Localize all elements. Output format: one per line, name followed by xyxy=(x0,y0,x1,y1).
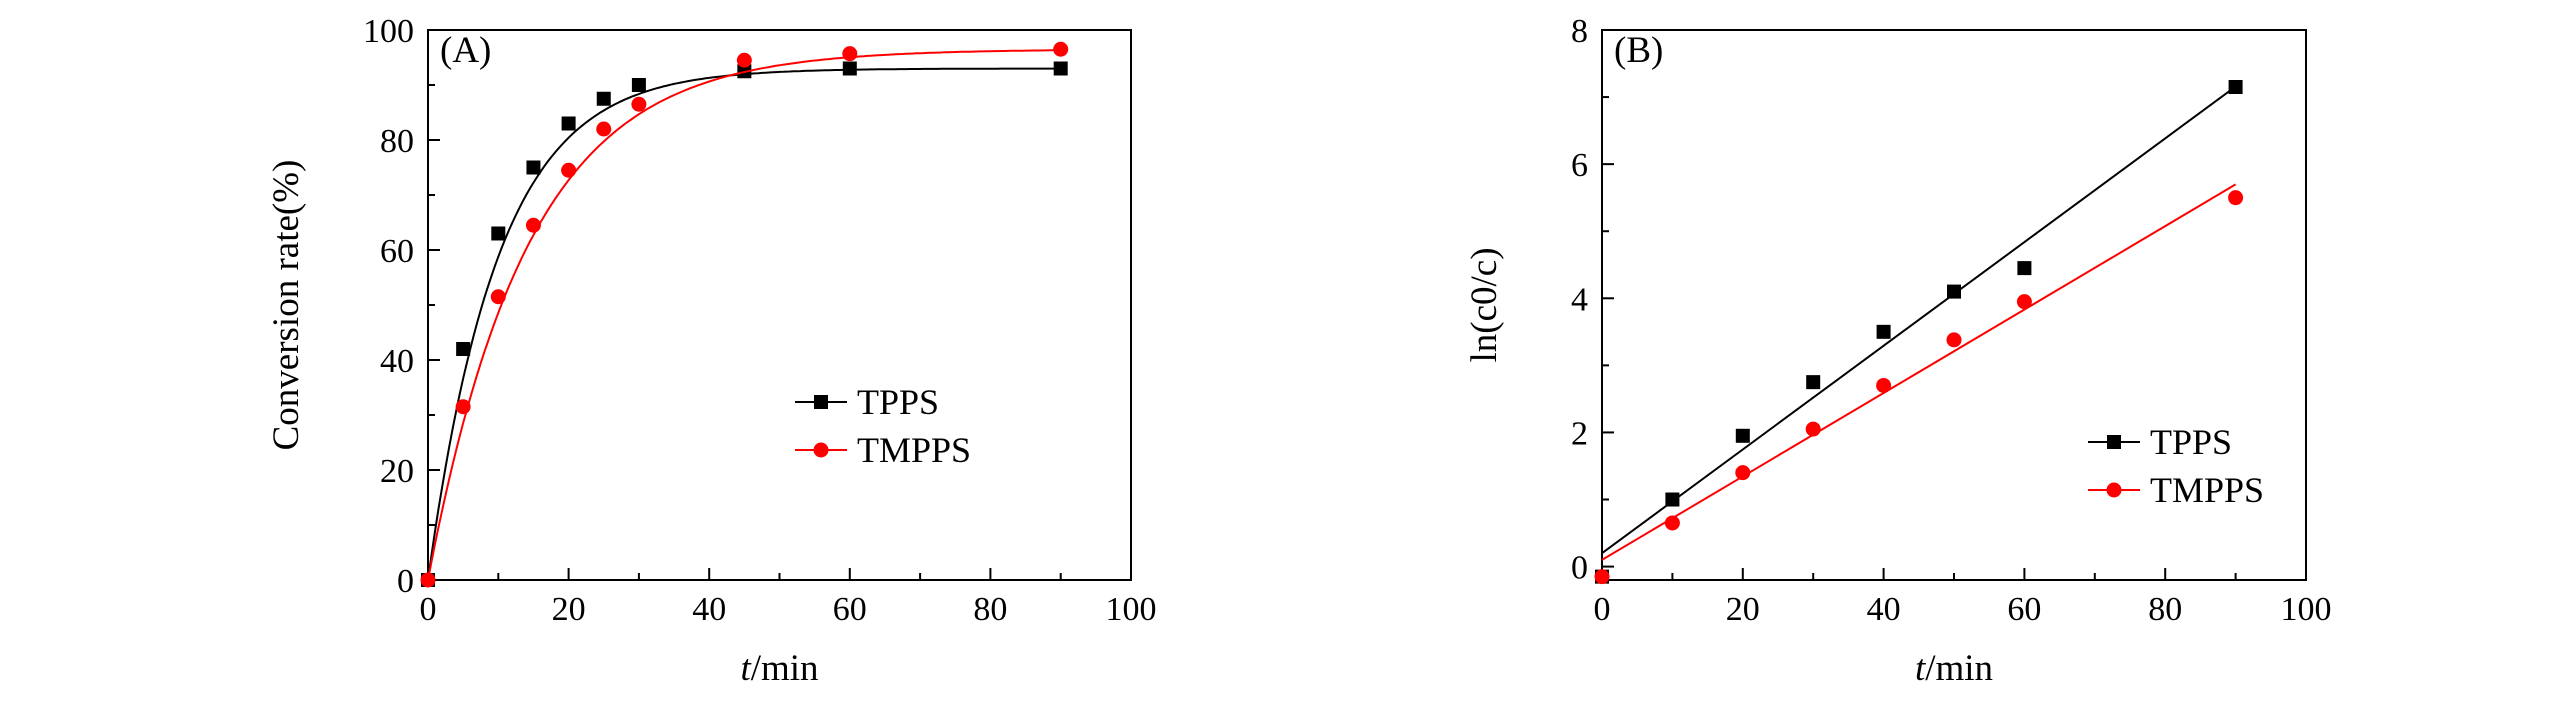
fit-line-tmpps xyxy=(427,49,1061,581)
y-tick-label: 80 xyxy=(380,123,414,160)
series-tpps: TPPS xyxy=(1595,80,2243,584)
x-axis-label-italic: t xyxy=(1915,648,1927,689)
x-axis-label-italic: t xyxy=(740,648,752,689)
y-tick-label: 2 xyxy=(1571,415,1588,452)
panel-label: (A) xyxy=(440,30,491,71)
data-point-tmpps xyxy=(2228,190,2244,206)
data-point-tpps xyxy=(456,342,471,356)
data-point-tmpps xyxy=(1805,421,1821,437)
data-point-tmpps xyxy=(1053,41,1069,57)
plot-frame xyxy=(427,29,1132,581)
data-point-tmpps xyxy=(561,162,577,178)
data-point-tmpps xyxy=(1876,377,1892,393)
y-tick-label: 100 xyxy=(363,13,414,50)
series-tmpps: TMPPS xyxy=(420,41,1069,588)
data-point-tpps xyxy=(1735,428,1750,443)
legend-marker-tmpps xyxy=(813,442,829,458)
x-axis-label: t/min xyxy=(740,648,818,689)
data-point-tpps xyxy=(842,61,857,76)
legend-label-tpps: TPPS xyxy=(857,382,939,422)
legend-marker-tpps xyxy=(2107,435,2121,449)
y-axis-label: ln(c0/c) xyxy=(1464,247,1505,362)
data-point-tpps xyxy=(631,78,646,92)
x-tick-label: 40 xyxy=(692,591,726,628)
data-point-tmpps xyxy=(420,572,436,588)
data-point-tmpps xyxy=(455,399,471,415)
x-tick-label: 60 xyxy=(833,591,867,628)
x-tick-label: 0 xyxy=(420,591,437,628)
data-point-tpps xyxy=(2017,261,2032,276)
legend-label-tmpps: TMPPS xyxy=(857,430,971,470)
legend-label-tpps: TPPS xyxy=(2150,422,2232,462)
series-tmpps: TMPPS xyxy=(1594,183,2264,585)
x-tick-label: 80 xyxy=(973,591,1007,628)
fit-line-tpps xyxy=(1601,85,2237,554)
x-tick-label: 100 xyxy=(2281,591,2332,628)
data-point-tmpps xyxy=(1946,332,1962,348)
data-point-tmpps xyxy=(596,121,612,137)
data-point-tpps xyxy=(596,91,611,106)
legend-marker-tmpps xyxy=(2106,482,2122,498)
data-point-tmpps xyxy=(490,289,506,305)
y-tick-label: 0 xyxy=(397,563,414,600)
data-point-tmpps xyxy=(842,46,858,62)
data-point-tpps xyxy=(1876,324,1891,339)
series-tpps: TPPS xyxy=(421,61,1068,587)
y-tick-label: 6 xyxy=(1571,147,1588,184)
data-point-tpps xyxy=(1947,284,1961,299)
data-point-tpps xyxy=(561,116,576,131)
x-tick-label: 40 xyxy=(1867,591,1901,628)
x-tick-label: 60 xyxy=(2007,591,2041,628)
data-point-tmpps xyxy=(1594,569,1610,585)
data-point-tpps xyxy=(2228,80,2243,95)
y-tick-label: 40 xyxy=(380,343,414,380)
y-tick-label: 0 xyxy=(1571,550,1588,587)
data-point-tpps xyxy=(1665,492,1680,507)
fit-line-tpps xyxy=(427,67,1061,581)
y-tick-label: 4 xyxy=(1571,281,1588,318)
y-axis-label: Conversion rate(%) xyxy=(266,160,307,451)
data-point-tmpps xyxy=(2016,294,2032,310)
x-tick-label: 80 xyxy=(2148,591,2182,628)
fit-line-tmpps xyxy=(1601,183,2237,561)
data-point-tpps xyxy=(1053,61,1068,76)
legend-label-tmpps: TMPPS xyxy=(2150,470,2264,510)
x-tick-label: 0 xyxy=(1594,591,1611,628)
data-point-tpps xyxy=(1806,375,1821,390)
x-axis-label-unit: /min xyxy=(1925,648,1993,689)
x-axis-label-unit: /min xyxy=(751,648,819,689)
y-tick-label: 8 xyxy=(1571,13,1588,50)
panel-label: (B) xyxy=(1614,30,1663,71)
data-point-tpps xyxy=(491,226,506,241)
data-point-tmpps xyxy=(525,217,541,233)
data-point-tpps xyxy=(526,160,541,175)
data-point-tmpps xyxy=(736,52,752,68)
y-tick-label: 20 xyxy=(380,453,414,490)
x-axis-label: t/min xyxy=(1915,648,1993,689)
x-tick-label: 20 xyxy=(1726,591,1760,628)
legend-marker-tpps xyxy=(814,395,828,409)
data-point-tmpps xyxy=(1664,515,1680,531)
x-tick-label: 20 xyxy=(552,591,586,628)
y-tick-label: 60 xyxy=(380,233,414,270)
data-point-tmpps xyxy=(631,96,647,112)
x-tick-label: 100 xyxy=(1106,591,1157,628)
chart-panel-b: 0 20 40 60 80 100 0 2 4 6 8 (B) t/min ln(c0/c) TPPS TMP… xyxy=(1464,13,2332,689)
chart-panel-a: 0 20 40 60 80 100 0 20 40 60 80 100 (A) t/min Conversi… xyxy=(266,13,1157,689)
data-point-tmpps xyxy=(1735,465,1751,481)
